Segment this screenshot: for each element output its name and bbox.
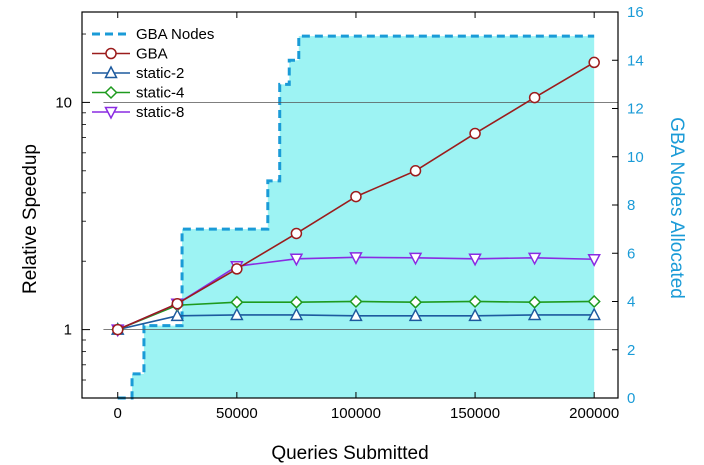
x-tick-label: 50000 [216,405,258,422]
series-layer [110,56,601,338]
data-point-gba [231,263,243,275]
data-point-static-4 [289,295,303,309]
y2-tick-label: 8 [627,197,635,214]
legend-marker-static-2 [104,65,118,79]
data-point-static-4 [408,295,423,309]
y2-tick-label: 14 [627,52,644,69]
legend: GBA Nodes GBA static-2 static-4 static-8 [92,26,214,121]
legend-label-gba: GBA [136,46,168,63]
x-tick-label: 100000 [331,405,381,422]
data-point-static-4 [349,294,363,309]
data-point-static-8 [289,253,304,267]
legend-label-static-8: static-8 [136,104,184,121]
x-tick-label: 150000 [450,405,500,422]
data-point-static-2 [170,308,185,322]
data-point-gba [171,297,184,310]
data-point-static-2 [349,308,363,322]
data-point-static-2 [527,307,542,321]
series-gba [111,56,600,336]
data-point-static-2 [230,307,244,321]
data-point-gba [528,91,541,104]
data-point-static-2 [408,308,423,322]
x-tick-label: 0 [114,405,122,422]
y2-axis-title: GBA Nodes Allocated [666,117,687,299]
data-point-gba [350,190,362,203]
data-point-static-4 [587,294,601,309]
gba-nodes-area-layer [117,34,595,400]
data-point-static-4 [468,294,482,309]
data-point-gba [111,323,124,336]
y2-tick-label: 4 [627,294,635,311]
gba-nodes-area [117,36,595,398]
data-point-static-4 [230,295,244,309]
data-point-static-8 [527,252,542,266]
legend-marker-static-8 [104,106,118,120]
data-point-static-2 [587,307,601,321]
data-point-static-8 [408,252,423,266]
data-point-gba [588,56,600,69]
data-point-static-4 [528,295,542,309]
data-point-gba [469,127,481,140]
gba-nodes-line [117,34,595,400]
data-point-static-2 [289,307,304,321]
y2-tick-label: 2 [627,342,635,359]
legend-marker-gba [105,47,117,60]
legend-marker-static-4 [104,85,118,100]
y2-tick-label: 6 [627,245,635,262]
y-axis-title: Relative Speedup [20,144,41,294]
data-point-gba [409,165,422,177]
y2-tick-label: 16 [627,4,644,21]
y2-tick-label: 12 [627,101,644,118]
legend-label-static-4: static-4 [136,85,184,102]
x-axis-title: Queries Submitted [271,443,428,464]
data-point-static-8 [587,254,601,267]
y-tick-label: 10 [55,94,72,111]
legend-label-gba-nodes: GBA Nodes [136,26,214,43]
x-tick-label: 200000 [569,405,619,422]
series-static-2 [110,307,601,335]
data-point-static-8 [349,252,363,265]
data-point-static-2 [468,308,482,322]
axes-layer: 0 50000 100000 150000 200000 1 10 0 2 4 6 8 10 12 14 16… [20,4,687,464]
y2-tick-label: 10 [627,149,644,166]
data-point-gba [290,227,303,240]
legend-label-static-2: static-2 [136,65,184,82]
data-point-static-8 [468,253,482,267]
y-tick-label: 1 [64,322,72,339]
y2-tick-label: 0 [627,390,635,407]
